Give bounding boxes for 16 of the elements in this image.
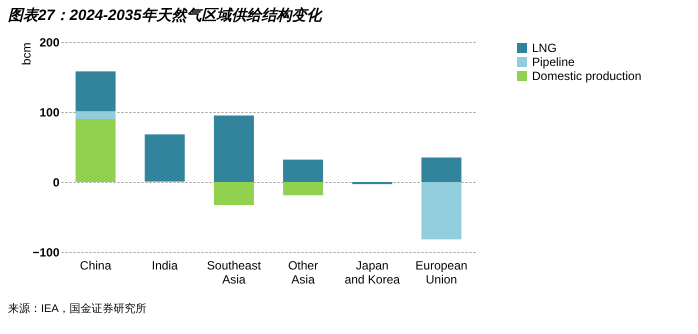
x-tick-label: China xyxy=(80,258,112,272)
legend-label: LNG xyxy=(532,41,557,55)
x-tick-label: India xyxy=(152,258,178,272)
y-tick-label: −100 xyxy=(32,246,60,260)
y-axis-title: bcm xyxy=(20,42,34,66)
y-tick-label: 0 xyxy=(52,176,60,190)
legend-label: Pipeline xyxy=(532,55,576,69)
source-note: 来源：IEA，国金证券研究所 xyxy=(7,302,148,316)
y-tick-label: 100 xyxy=(39,106,60,120)
chart-title: 图表27：2024-2035年天然气区域供给结构变化 xyxy=(7,6,324,26)
legend-label: Domestic production xyxy=(532,69,642,83)
x-tick-label: Other Asia xyxy=(288,258,318,286)
x-tick-label: Southeast Asia xyxy=(206,258,262,286)
x-tick-label: European Union xyxy=(415,258,468,286)
x-tick-label: Japan and Korea xyxy=(344,258,400,286)
y-tick-label: 200 xyxy=(39,36,60,50)
